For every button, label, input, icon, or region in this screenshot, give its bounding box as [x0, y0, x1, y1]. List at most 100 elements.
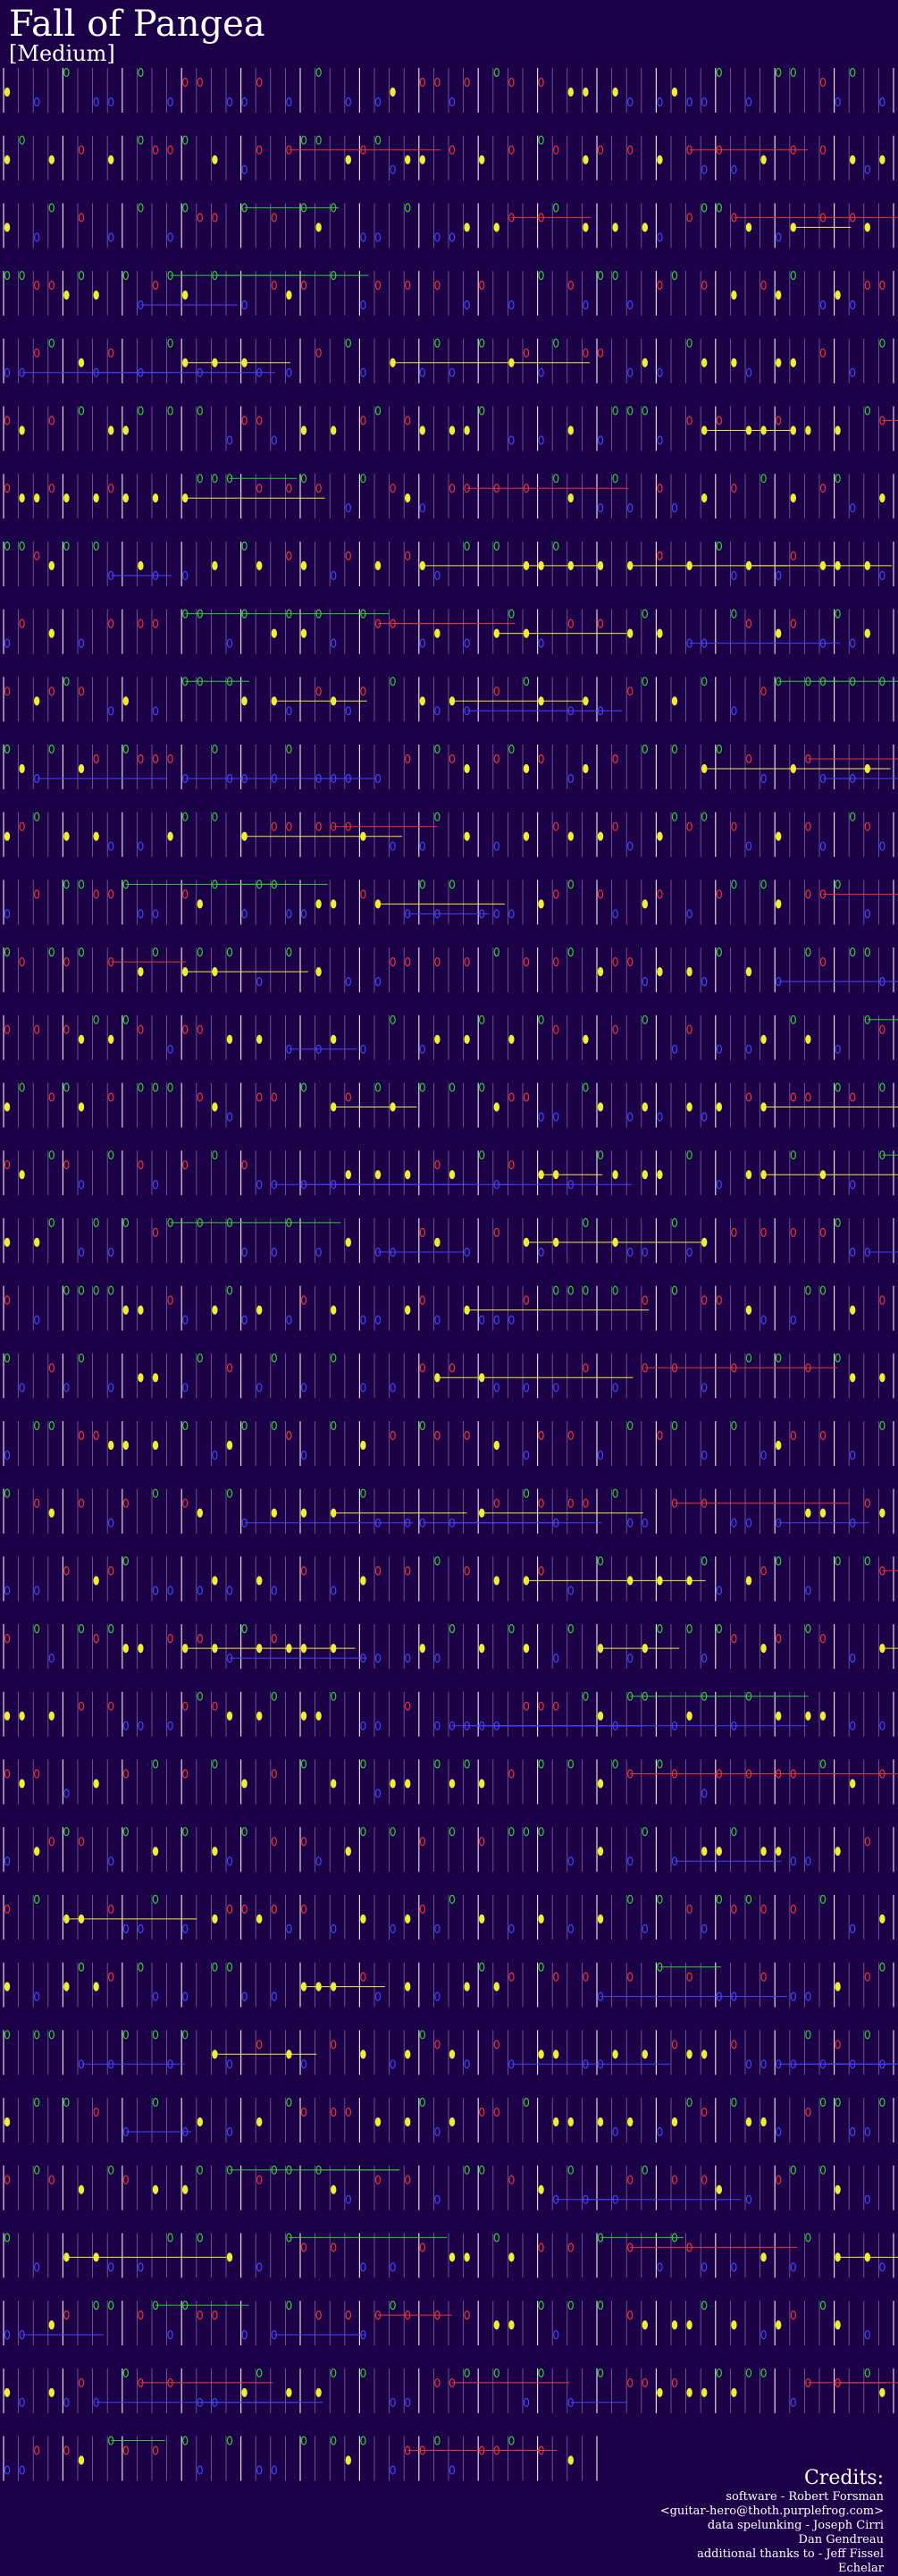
note — [701, 2262, 708, 2272]
note — [612, 1170, 618, 1180]
note — [212, 880, 218, 889]
note — [745, 2117, 752, 2127]
note — [300, 1295, 307, 1305]
note — [300, 281, 307, 290]
note — [464, 77, 470, 88]
note — [819, 1285, 827, 1295]
note — [464, 1034, 470, 1044]
note — [760, 474, 767, 484]
note — [583, 1217, 589, 1228]
note — [776, 831, 782, 841]
note — [138, 2311, 144, 2320]
note — [152, 2030, 159, 2040]
note — [48, 203, 55, 213]
note — [256, 1383, 263, 1393]
note — [331, 2243, 337, 2252]
note — [331, 425, 337, 435]
note — [405, 1566, 411, 1576]
note — [701, 97, 708, 107]
note — [449, 1827, 456, 1837]
note — [538, 1498, 544, 1508]
note — [523, 1237, 530, 1248]
note — [508, 609, 515, 619]
note — [19, 2330, 25, 2340]
note — [78, 1962, 85, 1972]
note — [538, 1914, 544, 1924]
note — [805, 1991, 811, 2001]
note — [315, 899, 322, 909]
note — [434, 1991, 441, 2001]
note — [612, 1721, 618, 1730]
note — [107, 232, 114, 242]
note — [597, 1711, 604, 1721]
note — [390, 1247, 396, 1258]
note — [819, 841, 827, 851]
note — [805, 821, 811, 831]
note — [760, 1170, 767, 1180]
note — [181, 1160, 189, 1170]
note — [360, 686, 366, 696]
note — [405, 416, 411, 425]
note — [419, 560, 425, 571]
note — [597, 271, 604, 281]
note — [48, 744, 55, 754]
note — [138, 67, 144, 78]
note — [138, 300, 144, 310]
note — [538, 2368, 544, 2378]
note — [212, 271, 218, 281]
note — [374, 232, 382, 242]
note — [434, 1160, 441, 1170]
note — [152, 2097, 159, 2108]
note — [315, 1711, 322, 1721]
note — [760, 425, 767, 435]
note — [879, 1962, 885, 1972]
note — [464, 2368, 470, 2378]
note — [331, 271, 337, 281]
note — [642, 1102, 649, 1112]
note — [776, 1769, 782, 1779]
note — [212, 1576, 218, 1586]
note — [567, 560, 575, 571]
note — [34, 1847, 40, 1856]
note — [583, 1034, 589, 1044]
note — [122, 1643, 129, 1654]
note — [390, 841, 396, 851]
note — [226, 1962, 233, 1972]
note — [642, 744, 649, 754]
note — [300, 1383, 307, 1393]
note — [331, 696, 337, 706]
note — [331, 1779, 337, 1789]
note — [449, 2252, 456, 2262]
note — [152, 1759, 159, 1769]
note — [819, 1759, 827, 1769]
note — [78, 1180, 85, 1190]
note — [107, 956, 114, 967]
note — [197, 2397, 203, 2407]
note — [790, 271, 797, 281]
note — [434, 1034, 441, 1044]
note — [152, 1488, 159, 1498]
note — [405, 1518, 411, 1528]
note — [642, 1691, 649, 1701]
note — [479, 1082, 485, 1092]
note — [122, 2030, 129, 2040]
note — [315, 67, 322, 78]
note — [286, 821, 292, 831]
note — [716, 203, 723, 213]
note — [374, 1991, 382, 2001]
note — [331, 773, 337, 784]
note — [701, 1498, 708, 1508]
note — [745, 1305, 752, 1315]
note — [493, 1576, 500, 1586]
note — [212, 1914, 218, 1924]
note — [419, 1044, 425, 1054]
note — [34, 1024, 40, 1034]
note — [138, 1721, 144, 1730]
note — [241, 416, 248, 425]
note — [864, 223, 871, 232]
note — [300, 560, 307, 571]
note — [716, 2368, 723, 2378]
note — [745, 367, 752, 377]
note — [256, 1576, 263, 1586]
note — [864, 281, 871, 290]
